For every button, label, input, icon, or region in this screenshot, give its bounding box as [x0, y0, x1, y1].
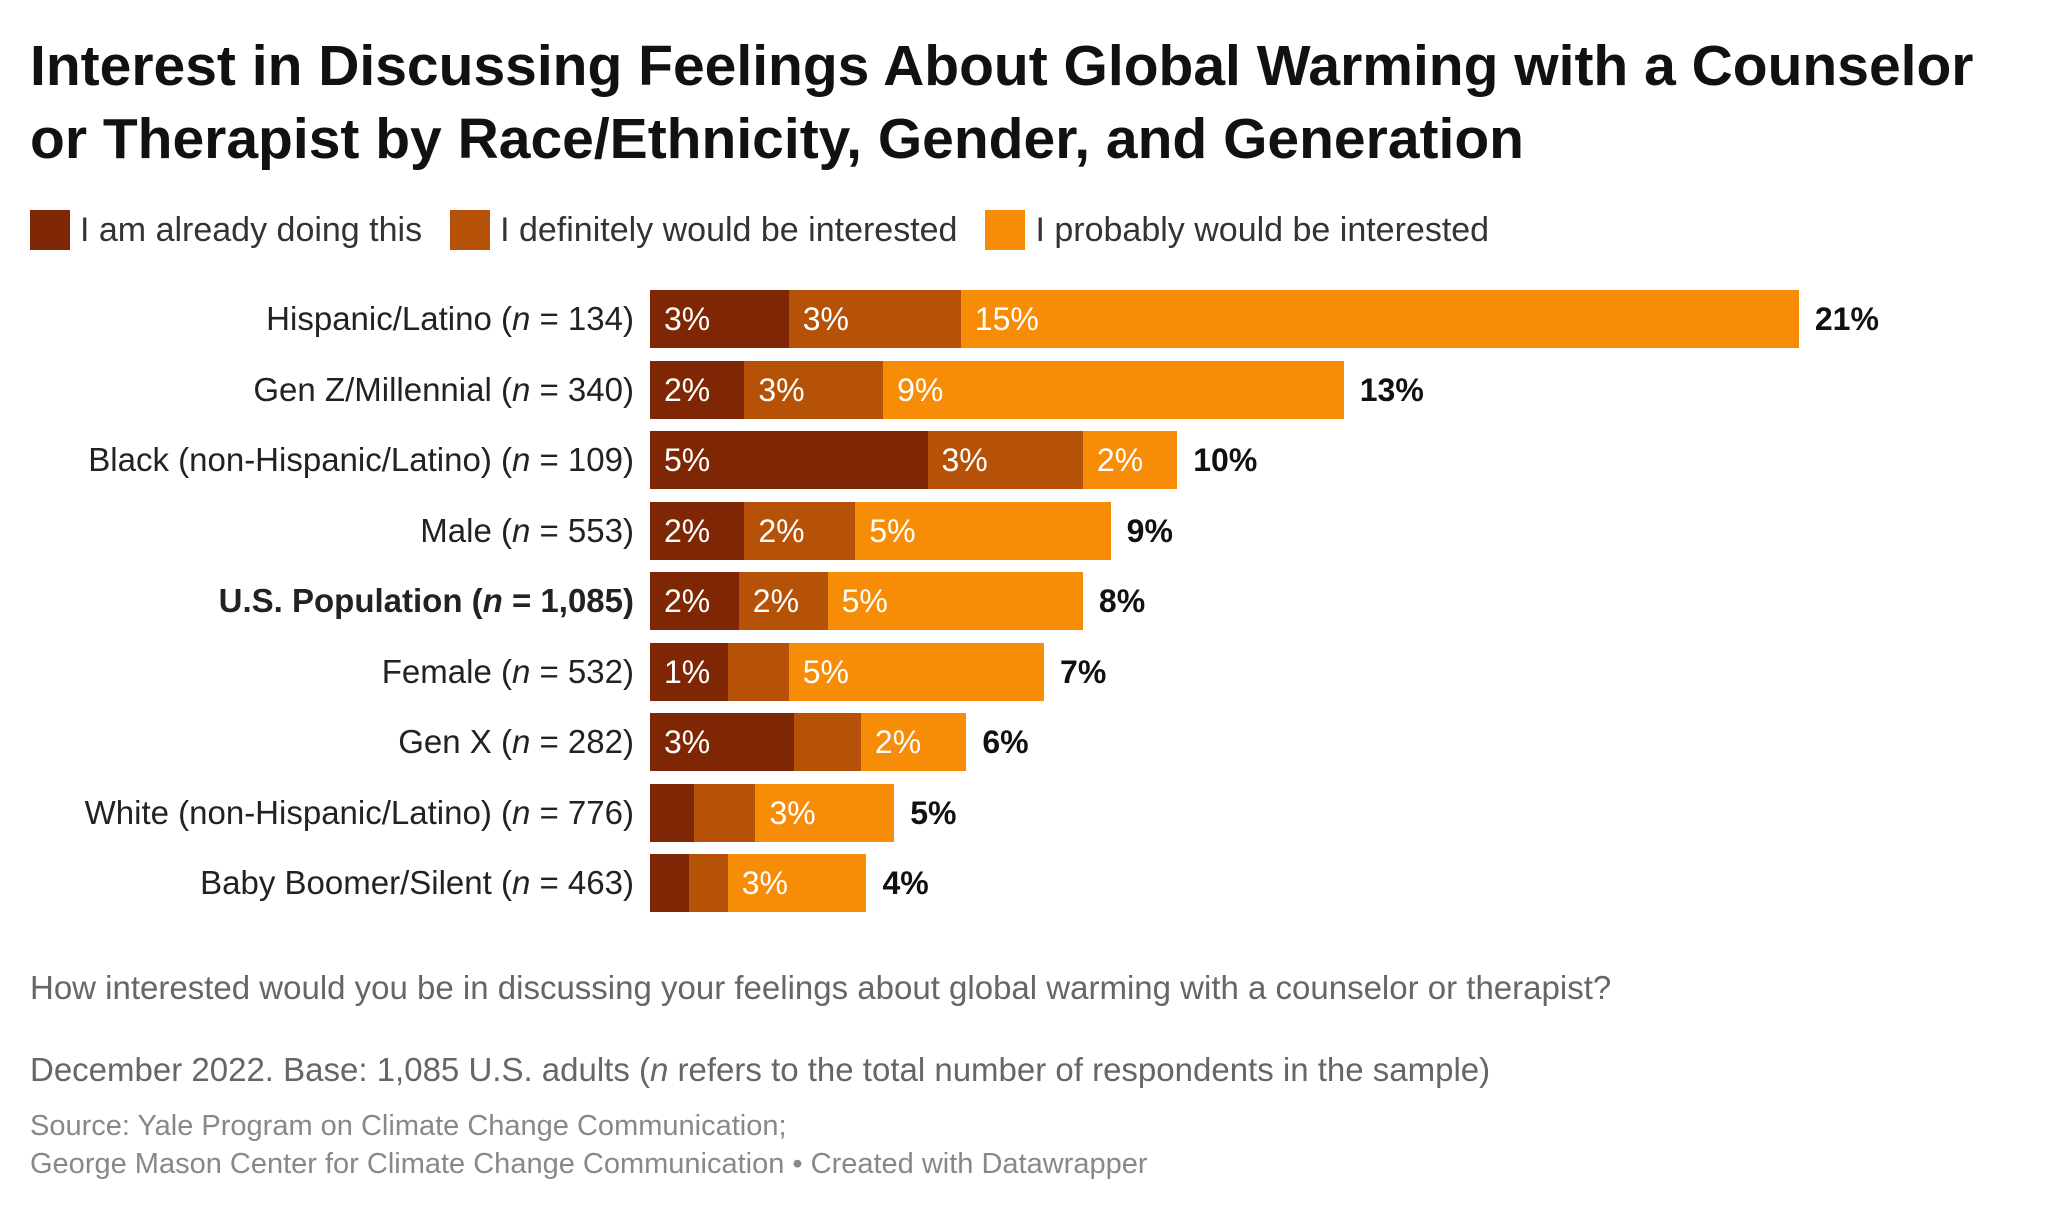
- bar-segment: [960, 290, 1799, 348]
- notes-after: refers to the total number of respondent…: [668, 1051, 1491, 1088]
- segment-value-label: 1%: [664, 653, 711, 690]
- bar-segment: [650, 290, 789, 348]
- bar-segment: [927, 431, 1083, 489]
- segment-value-label: 2%: [664, 371, 711, 408]
- row-label: Baby Boomer/Silent (n = 463): [200, 864, 634, 901]
- bar-segment: [1082, 431, 1178, 489]
- segment-value-label: 2%: [664, 583, 711, 619]
- segment-value-label: 3%: [941, 442, 988, 478]
- source-line-2: George Mason Center for Climate Change C…: [30, 1148, 1148, 1180]
- total-value-label: 21%: [1814, 301, 1879, 337]
- row-label: Male (n = 553): [420, 511, 634, 549]
- bar-segment: [860, 713, 967, 771]
- total-value-label: 4%: [882, 865, 929, 901]
- legend-label: I definitely would be interested: [500, 211, 958, 249]
- stacked-bar-chart: Hispanic/Latino (n = 134) 3% 3% 15% 21% Gen Z…: [84, 290, 1879, 912]
- total-value-label: 6%: [982, 724, 1029, 760]
- segment-value-label: 5%: [664, 442, 711, 478]
- segment-value-label: 3%: [769, 794, 816, 831]
- bar-segment: [727, 854, 867, 912]
- notes-n-symbol: n: [650, 1051, 669, 1088]
- segment-value-label: 5%: [869, 512, 916, 549]
- bar-segment: [650, 642, 728, 701]
- row-label: Gen Z/Millennial (n = 340): [253, 370, 634, 408]
- segment-value-label: 3%: [802, 301, 849, 337]
- segment-value-label: 2%: [874, 724, 922, 760]
- bar-segment: [650, 854, 689, 912]
- source-line-1: Source: Yale Program on Climate Change C…: [30, 1110, 787, 1142]
- segment-value-label: 9%: [897, 371, 944, 408]
- notes-before: December 2022. Base: 1,085 U.S. adults (: [30, 1051, 651, 1088]
- bar-segment: [727, 642, 789, 701]
- segment-value-label: 5%: [802, 653, 849, 690]
- survey-question: How interested would you be in discussin…: [30, 969, 1612, 1006]
- segment-value-label: 3%: [664, 724, 711, 760]
- segment-value-label: 3%: [758, 371, 805, 408]
- bar-segment: [744, 360, 884, 419]
- row-label: Female (n = 532): [381, 652, 634, 690]
- bar-segment: [744, 501, 856, 560]
- legend-swatch: [450, 210, 491, 250]
- total-value-label: 13%: [1359, 371, 1424, 408]
- bar-segment: [794, 713, 861, 771]
- bar-segment: [650, 431, 928, 489]
- row-label: White (non-Hispanic/Latino) (n = 776): [84, 793, 634, 831]
- segment-value-label: 2%: [758, 512, 805, 549]
- segment-value-label: 3%: [664, 301, 711, 337]
- total-value-label: 10%: [1193, 442, 1258, 478]
- bar-segment: [650, 572, 739, 630]
- bar-segment: [855, 501, 1111, 560]
- legend: I am already doing this I definitely woul…: [30, 208, 1517, 252]
- legend-swatch: [985, 210, 1026, 250]
- total-value-label: 7%: [1060, 653, 1107, 690]
- source-credit: Source: Yale Program on Climate Change C…: [30, 1107, 1148, 1183]
- bar-segment: [883, 360, 1344, 419]
- row-label: Hispanic/Latino (n = 134): [266, 300, 634, 337]
- legend-item-2: I probably would be interested: [985, 210, 1489, 250]
- bar-segment: [694, 783, 756, 842]
- row-label: Black (non-Hispanic/Latino) (n = 109): [88, 441, 634, 478]
- total-value-label: 8%: [1098, 583, 1146, 619]
- segment-value-label: 2%: [1096, 442, 1144, 478]
- bar-segment: [738, 572, 828, 630]
- segment-value-label: 15%: [974, 301, 1039, 337]
- row-label: Gen X (n = 282): [398, 723, 634, 760]
- total-value-label: 9%: [1126, 512, 1173, 549]
- bar-segment: [788, 642, 1045, 701]
- segment-value-label: 2%: [664, 512, 711, 549]
- row-label: U.S. Population (n = 1,085): [218, 582, 634, 619]
- bar-segment: [755, 783, 895, 842]
- legend-item-1: I definitely would be interested: [450, 210, 957, 250]
- bar-segment: [827, 572, 1083, 630]
- bar-segment: [650, 783, 695, 842]
- bar-segment: [650, 501, 745, 560]
- bar-segment: [650, 713, 795, 771]
- legend-item-0: I am already doing this: [30, 210, 422, 250]
- segment-value-label: 5%: [841, 583, 888, 619]
- chart-title: Interest in Discussing Feelings About Gl…: [30, 34, 1974, 171]
- chart-notes: December 2022. Base: 1,085 U.S. adults (…: [30, 1050, 1490, 1090]
- total-value-label: 5%: [910, 794, 957, 831]
- bar-segment: [650, 360, 745, 419]
- legend-swatch: [30, 210, 70, 250]
- segment-value-label: 3%: [741, 865, 788, 901]
- legend-label: I probably would be interested: [1035, 211, 1490, 249]
- bar-segment: [688, 854, 728, 912]
- legend-label: I am already doing this: [80, 211, 423, 249]
- segment-value-label: 2%: [752, 583, 800, 619]
- bar-segment: [788, 290, 961, 348]
